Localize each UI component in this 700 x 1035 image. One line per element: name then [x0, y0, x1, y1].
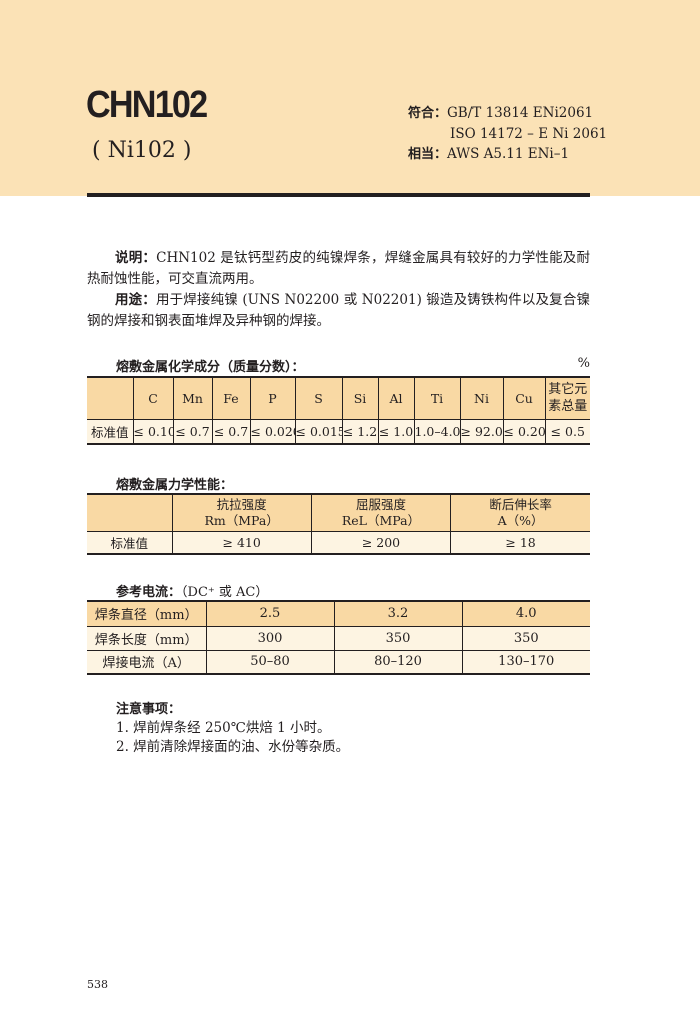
page-number: 538: [87, 978, 108, 991]
chem-table: C Mn Fe P S Si Al Ti Ni Cu 其它元素总量 标准值 ≤ 0.10 ≤ 0.7 ≤ …: [87, 376, 590, 445]
note-item: 1. 焊前焊条经 250℃烘焙 1 小时。: [116, 720, 331, 736]
conform-1: GB/T 13814 ENi2061: [447, 105, 594, 121]
product-title: CHN102: [86, 84, 208, 126]
product-subtitle: ( Ni102 ): [92, 138, 192, 163]
note-item: 2. 焊前清除焊接面的油、水份等杂质。: [116, 739, 350, 755]
current-cell: 50–80: [205, 649, 334, 674]
chem-header: Mn: [172, 377, 212, 419]
use-text: 用于焊接纯镍 (UNS N02200 或 N02201) 锻造及铸铁构件以及复合…: [87, 292, 590, 329]
chem-cell: ≤ 1.2: [341, 418, 378, 444]
mech-header: 断后伸长率 A（%）: [450, 494, 590, 531]
current-cell: 300: [205, 625, 334, 650]
mech-table: 抗拉强度 Rm（MPa） 屈服强度 ReL（MPa） 断后伸长率 A（%） 标准值 ≥ …: [87, 493, 590, 555]
mech-cell: 标准值: [87, 530, 172, 554]
chem-header: Si: [341, 377, 378, 419]
current-cell: 焊条直径（mm）: [87, 601, 206, 626]
mech-heading: 熔敷金属力学性能：: [116, 478, 234, 493]
current-cell: 焊接电流（A）: [87, 649, 206, 674]
chem-header: Fe: [211, 377, 250, 419]
chem-header: Cu: [502, 377, 545, 419]
desc-label: 说明：: [115, 250, 157, 266]
chem-header: P: [249, 377, 295, 419]
use-label: 用途：: [115, 292, 156, 308]
current-cell: 2.5: [205, 601, 334, 626]
chem-cell: ≤ 0.10: [132, 418, 173, 444]
current-heading-text: 参考电流：: [116, 585, 182, 600]
chem-cell: 标准值: [87, 418, 133, 444]
chem-cell: 1.0–4.0: [413, 418, 460, 444]
chem-heading: 熔敷金属化学成分（质量分数）：%: [116, 356, 590, 375]
current-cell: 130–170: [461, 649, 590, 674]
mech-header-row: 抗拉强度 Rm（MPa） 屈服强度 ReL（MPa） 断后伸长率 A（%）: [87, 494, 590, 531]
mech-data-row: 标准值 ≥ 410 ≥ 200 ≥ 18: [87, 530, 590, 554]
current-cell: 80–120: [333, 649, 462, 674]
mech-header: 抗拉强度 Rm（MPa）: [171, 494, 312, 531]
chem-header: S: [294, 377, 342, 419]
chem-cell: ≤ 0.7: [172, 418, 212, 444]
mech-header-line: Rm（MPa）: [204, 512, 279, 528]
current-row: 焊条长度（mm） 300 350 350: [87, 625, 590, 650]
standards-block: 符合：GB/T 13814 ENi2061 ISO 14172 – E Ni 2…: [408, 103, 607, 165]
chem-cell: ≤ 0.5: [544, 418, 590, 444]
mech-cell: ≥ 200: [310, 530, 451, 554]
chem-cell: ≤ 0.020: [249, 418, 295, 444]
equiv: AWS A5.11 ENi–1: [447, 146, 570, 162]
chem-header: Al: [377, 377, 414, 419]
mech-header: [87, 494, 172, 531]
current-cell: 350: [333, 625, 462, 650]
chem-cell: ≥ 92.0: [459, 418, 503, 444]
chem-header: 其它元素总量: [544, 377, 590, 419]
chem-unit: %: [577, 356, 590, 371]
current-cell: 350: [461, 625, 590, 650]
current-cell: 4.0: [461, 601, 590, 626]
chem-cell: ≤ 1.0: [377, 418, 414, 444]
mech-header-line: 抗拉强度: [216, 496, 267, 512]
chem-cell: ≤ 0.20: [502, 418, 545, 444]
header-band: [0, 0, 700, 196]
current-table: 焊条直径（mm） 2.5 3.2 4.0 焊条长度（mm） 300 350 350 焊接电流…: [87, 600, 590, 675]
mech-header-line: A（%）: [497, 512, 544, 528]
chem-header: [87, 377, 133, 419]
chem-cell: ≤ 0.7: [211, 418, 250, 444]
mech-header-line: 屈服强度: [355, 496, 406, 512]
conform-2: ISO 14172 – E Ni 2061: [450, 126, 608, 142]
current-cell: 3.2: [333, 601, 462, 626]
current-row: 焊接电流（A） 50–80 80–120 130–170: [87, 649, 590, 674]
description: 说明：CHN102 是钛钙型药皮的纯镍焊条，焊缝金属具有较好的力学性能及耐热耐蚀…: [87, 248, 590, 332]
current-heading-note: （DC⁺ 或 AC）: [181, 585, 269, 600]
chem-header: C: [132, 377, 173, 419]
mech-cell: ≥ 18: [450, 530, 590, 554]
chem-header: Ti: [413, 377, 460, 419]
mech-header: 屈服强度 ReL（MPa）: [310, 494, 451, 531]
equiv-label: 相当：: [408, 147, 448, 162]
mech-header-line: ReL（MPa）: [341, 512, 421, 528]
notes-heading: 注意事项：: [116, 702, 182, 717]
chem-heading-text: 熔敷金属化学成分（质量分数）：: [116, 360, 305, 375]
current-row: 焊条直径（mm） 2.5 3.2 4.0: [87, 601, 590, 626]
chem-header: Ni: [459, 377, 503, 419]
current-heading: 参考电流：（DC⁺ 或 AC）: [116, 581, 268, 600]
chem-header-row: C Mn Fe P S Si Al Ti Ni Cu 其它元素总量: [87, 377, 590, 419]
notes: 注意事项： 1. 焊前焊条经 250℃烘焙 1 小时。 2. 焊前清除焊接面的油…: [116, 700, 349, 757]
mech-cell: ≥ 410: [171, 530, 312, 554]
chem-data-row: 标准值≤ 0.10≤ 0.7≤ 0.7≤ 0.020≤ 0.015≤ 1.2≤ …: [87, 418, 590, 444]
desc-text: CHN102 是钛钙型药皮的纯镍焊条，焊缝金属具有较好的力学性能及耐热耐蚀性能，…: [87, 250, 590, 287]
current-cell: 焊条长度（mm）: [87, 625, 206, 650]
header-rule: [87, 193, 590, 197]
chem-cell: ≤ 0.015: [294, 418, 342, 444]
mech-header-line: 断后伸长率: [489, 496, 552, 512]
conform-label: 符合：: [408, 106, 448, 121]
